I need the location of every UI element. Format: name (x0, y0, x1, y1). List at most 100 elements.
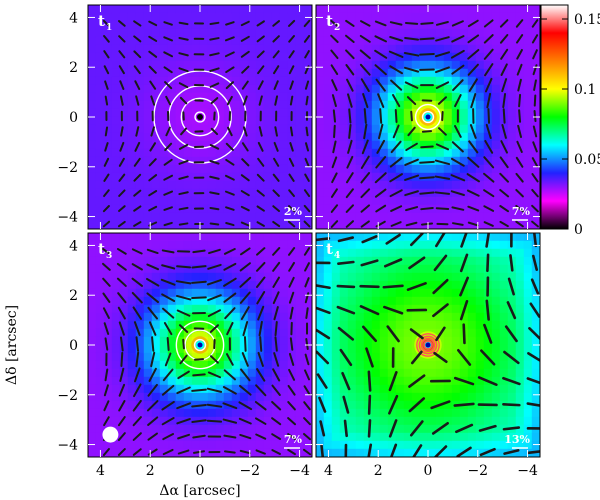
panel-2 (316, 5, 540, 229)
polarization-vector (375, 156, 387, 169)
heatmap-cell (223, 320, 233, 330)
heatmap-cell (499, 148, 509, 158)
heatmap-cell (239, 116, 249, 126)
heatmap-cell (355, 296, 365, 306)
heatmap-cell (263, 272, 273, 282)
heatmap-cell (451, 116, 461, 126)
heatmap-cell (95, 392, 105, 402)
heatmap-cell (247, 28, 257, 38)
heatmap-cell (451, 196, 461, 206)
heatmap-cell (363, 164, 373, 174)
polarization-vector (516, 140, 523, 153)
heatmap-cell (303, 164, 312, 174)
heatmap-cell (143, 140, 153, 150)
heatmap-cell (371, 124, 381, 134)
heatmap-cell (175, 424, 185, 434)
heatmap-cell (387, 384, 397, 394)
polarization-vector (104, 95, 109, 106)
heatmap-cell (119, 148, 129, 158)
heatmap-cell (523, 36, 533, 46)
heatmap-cell (111, 336, 121, 346)
heatmap-cell (159, 188, 169, 198)
heatmap-cell (223, 408, 233, 418)
heatmap-cell (191, 100, 201, 110)
heatmap-cell (255, 148, 265, 158)
heatmap-cell (143, 20, 153, 30)
heatmap-cell (459, 212, 469, 222)
heatmap-cell (435, 44, 445, 54)
heatmap-cell (223, 304, 233, 314)
heatmap-cell (427, 132, 437, 142)
heatmap-cell (167, 44, 177, 54)
heatmap-cell (419, 52, 429, 62)
heatmap-cell (331, 12, 341, 22)
heatmap-cell (143, 60, 153, 70)
polarization-vector (177, 449, 190, 455)
polarization-vector (209, 67, 220, 72)
polarization-vector (374, 172, 387, 184)
heatmap-cell (443, 28, 453, 38)
heatmap-cell (151, 392, 161, 402)
panel-label: t (326, 240, 333, 258)
polarization-vector (272, 20, 281, 27)
colorbar: 00.050.10.15 (540, 4, 600, 238)
polarization-vector (222, 418, 238, 424)
polarization-vector (104, 368, 109, 382)
heatmap-cell (515, 140, 525, 150)
heatmap-cell (483, 196, 493, 206)
heatmap-cell (88, 28, 97, 38)
heatmap-cell (371, 156, 381, 166)
polarization-vector (133, 50, 142, 59)
polarization-vector (135, 126, 140, 137)
heatmap-cell (223, 233, 233, 242)
heatmap-cell (499, 336, 509, 346)
heatmap-cell (135, 328, 145, 338)
heatmap-cell (295, 233, 305, 242)
heatmap-cell (451, 384, 461, 394)
polarization-vector (345, 172, 354, 184)
heatmap-cell (231, 368, 241, 378)
polarization-vector (254, 400, 267, 411)
heatmap-cell (207, 180, 217, 190)
heatmap-cell (475, 360, 485, 370)
polarization-vector (392, 124, 400, 139)
heatmap-cell (531, 384, 540, 394)
polarization-vector (288, 19, 296, 27)
polarization-vector (467, 19, 479, 28)
heatmap-cell (451, 360, 461, 370)
heatmap-cell (387, 320, 397, 330)
heatmap-cell (316, 400, 325, 410)
heatmap-cell (467, 368, 477, 378)
heatmap-cell (143, 328, 153, 338)
heatmap-cell (151, 164, 161, 174)
heatmap-cell (419, 272, 429, 282)
heatmap-cell (88, 148, 97, 158)
heatmap-cell (127, 188, 137, 198)
heatmap-cell (371, 440, 381, 450)
heatmap-cell (103, 256, 113, 266)
heatmap-cell (95, 132, 105, 142)
polarization-vector (135, 351, 140, 368)
heatmap-cell (111, 376, 121, 386)
heatmap-cell (331, 408, 341, 418)
heatmap-cell (411, 12, 421, 22)
heatmap-cell (88, 424, 97, 434)
heatmap-cell (119, 100, 129, 110)
heatmap-cell (323, 156, 333, 166)
heatmap-cell (507, 344, 517, 354)
heatmap-cell (323, 132, 333, 142)
heatmap-cell (331, 5, 341, 14)
polarization-vector (239, 262, 251, 272)
heatmap-cell (515, 376, 525, 386)
heatmap-cell (279, 148, 289, 158)
heatmap-cell (135, 448, 145, 457)
heatmap-cell (143, 312, 153, 322)
heatmap-cell (419, 440, 429, 450)
heatmap-cell (215, 288, 225, 298)
heatmap-cell (395, 328, 405, 338)
heatmap-cell (411, 28, 421, 38)
heatmap-cell (135, 220, 145, 229)
polarization-vector (289, 142, 294, 152)
heatmap-cell (443, 196, 453, 206)
heatmap-cell (355, 172, 365, 182)
